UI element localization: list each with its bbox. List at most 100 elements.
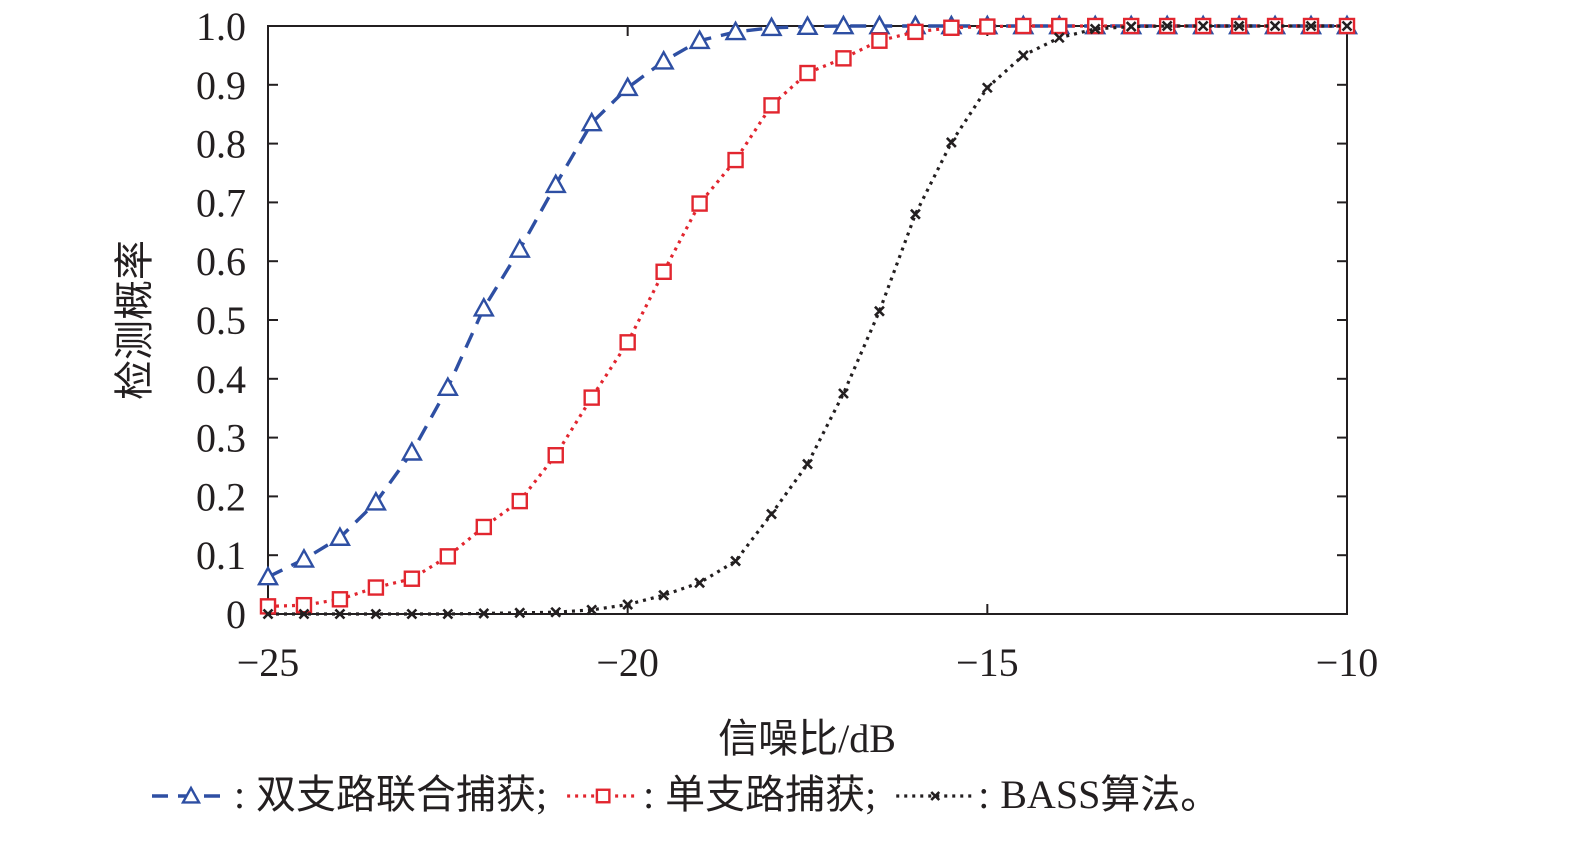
data-point bbox=[802, 458, 813, 470]
data-point bbox=[256, 565, 280, 586]
data-point bbox=[1089, 23, 1101, 35]
x-tick-label: −15 bbox=[956, 640, 1019, 685]
legend: : 双支路联合捕获;: 单支路捕获;: BASS算法。 bbox=[152, 772, 1220, 817]
marker-stroke bbox=[1053, 32, 1065, 44]
data-point bbox=[1125, 21, 1137, 33]
marker-stroke bbox=[1305, 20, 1317, 32]
data-point bbox=[472, 296, 495, 317]
data-point bbox=[511, 492, 528, 510]
data-point bbox=[475, 518, 493, 536]
marker-stroke bbox=[1197, 20, 1209, 32]
data-point bbox=[331, 591, 349, 608]
marker-stroke bbox=[514, 607, 526, 619]
marker-stroke bbox=[981, 82, 993, 94]
data-point bbox=[586, 604, 598, 616]
x-tick-label: −25 bbox=[237, 640, 300, 685]
data-point bbox=[292, 547, 316, 568]
y-tick-label: 0.7 bbox=[196, 180, 246, 225]
data-point bbox=[1017, 49, 1029, 61]
data-point bbox=[544, 173, 567, 194]
data-point bbox=[1269, 20, 1281, 32]
data-point bbox=[796, 15, 819, 35]
data-point bbox=[406, 608, 418, 620]
data-point bbox=[907, 23, 924, 41]
data-point bbox=[619, 334, 636, 351]
data-point bbox=[478, 607, 490, 619]
plot-axes bbox=[267, 25, 1348, 615]
marker-stroke bbox=[694, 577, 706, 589]
data-point bbox=[550, 606, 562, 618]
legend-marker bbox=[930, 791, 941, 801]
marker-stroke bbox=[1233, 20, 1245, 32]
y-tick-label: 0.5 bbox=[196, 298, 246, 343]
data-point bbox=[370, 608, 382, 620]
marker-stroke bbox=[838, 388, 849, 399]
data-point bbox=[874, 305, 885, 317]
data-point bbox=[724, 20, 747, 41]
data-point bbox=[730, 555, 741, 567]
x-tick-label: −20 bbox=[596, 640, 659, 685]
data-point bbox=[981, 82, 993, 94]
data-point bbox=[727, 151, 744, 169]
marker-stroke bbox=[1125, 21, 1137, 33]
data-point bbox=[403, 570, 421, 587]
x-axis-title: 信噪比/dB bbox=[718, 716, 896, 761]
legend-label: 单支路捕获; bbox=[665, 772, 876, 817]
plot-frame bbox=[267, 25, 1348, 615]
data-point bbox=[655, 263, 672, 281]
series-2 bbox=[259, 17, 1356, 615]
data-point bbox=[945, 137, 957, 148]
plot-series bbox=[256, 14, 1359, 620]
data-point bbox=[760, 16, 783, 37]
data-point bbox=[1051, 17, 1068, 35]
data-point bbox=[832, 14, 855, 35]
data-point bbox=[766, 508, 777, 520]
data-point bbox=[622, 599, 634, 611]
marker-stroke bbox=[586, 604, 598, 616]
legend-marker bbox=[595, 788, 611, 804]
data-point bbox=[508, 237, 531, 258]
legend-label: BASS算法。 bbox=[1000, 772, 1220, 817]
series-line bbox=[268, 24, 1347, 616]
data-point bbox=[871, 32, 888, 49]
data-point bbox=[400, 440, 423, 461]
y-tick-label: 0.6 bbox=[196, 239, 246, 284]
data-point bbox=[658, 589, 670, 601]
data-point bbox=[547, 447, 564, 464]
marker-stroke bbox=[334, 608, 346, 620]
marker-stroke bbox=[622, 599, 634, 611]
data-point bbox=[1341, 20, 1353, 32]
legend-entry-1: : 双支路联合捕获; bbox=[152, 772, 547, 817]
data-point bbox=[652, 49, 675, 70]
marker-stroke bbox=[766, 508, 777, 520]
series-line bbox=[267, 24, 1347, 608]
data-point bbox=[262, 608, 274, 620]
y-axis-title: 检测概率 bbox=[112, 240, 157, 400]
marker-stroke bbox=[478, 607, 490, 619]
marker-stroke bbox=[550, 606, 562, 618]
data-point bbox=[943, 19, 960, 36]
marker-stroke bbox=[909, 208, 921, 220]
data-point bbox=[979, 18, 996, 35]
x-tick-label: −10 bbox=[1316, 640, 1379, 685]
y-tick-label: 0.3 bbox=[196, 416, 246, 461]
marker-stroke bbox=[406, 608, 418, 620]
marker-stroke bbox=[1089, 23, 1101, 35]
data-point bbox=[583, 389, 600, 406]
y-tick-label: 0.2 bbox=[196, 474, 246, 519]
y-tick-label: 0.4 bbox=[196, 357, 246, 402]
data-point bbox=[763, 97, 780, 114]
data-point bbox=[838, 388, 849, 399]
data-point bbox=[514, 607, 526, 619]
data-point bbox=[442, 608, 454, 620]
marker-stroke bbox=[298, 608, 310, 620]
marker-stroke bbox=[370, 608, 382, 620]
y-tick-label: 0.1 bbox=[196, 533, 246, 578]
data-point bbox=[367, 579, 385, 596]
data-point bbox=[1305, 20, 1317, 32]
legend-entry-2: : 单支路捕获; bbox=[567, 772, 876, 817]
data-point bbox=[1233, 20, 1245, 32]
marker-stroke bbox=[262, 608, 274, 620]
